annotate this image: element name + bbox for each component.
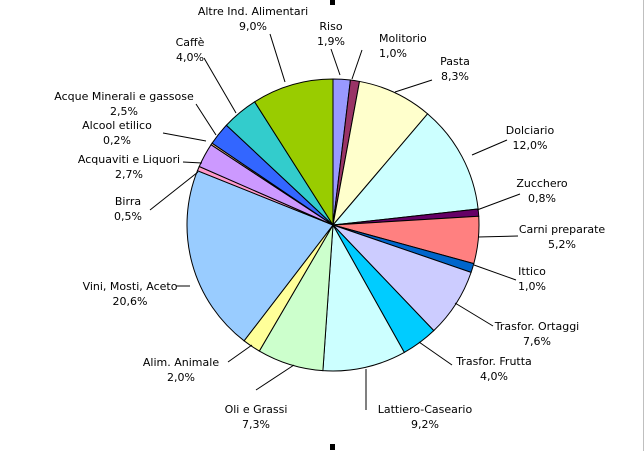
slice-value-oli-e-grassi: 7,3% xyxy=(242,418,270,431)
leader-line-alcool-etilico xyxy=(162,132,207,142)
slice-value-molitorio: 1,0% xyxy=(379,47,407,60)
slice-label-oli-e-grassi: Oli e Grassi xyxy=(225,403,288,416)
leader-line-ittico xyxy=(473,264,517,281)
leader-line-pasta xyxy=(394,79,433,93)
slice-label-zucchero: Zucchero xyxy=(516,177,568,190)
leader-line-zucchero xyxy=(476,193,521,211)
bottom-frame-mark xyxy=(330,444,335,450)
leader-line-dolciario xyxy=(471,139,508,156)
leader-line-birra xyxy=(149,171,199,211)
slice-label-trasfor-frutta: Trasfor. Frutta xyxy=(455,355,532,368)
leader-line-altre-ind-alimentari xyxy=(269,33,286,83)
slice-label-pasta: Pasta xyxy=(440,55,470,68)
slice-value-lattiero-caseario: 9,2% xyxy=(411,418,439,431)
pie-slice-vini-mosti-aceto xyxy=(186,170,334,342)
slice-label-alcool-etilico: Alcool etilico xyxy=(82,119,152,132)
slice-label-alim-animale: Alim. Animale xyxy=(143,356,219,369)
slice-label-riso: Riso xyxy=(319,20,342,33)
slice-value-ittico: 1,0% xyxy=(518,280,546,293)
slice-value-zucchero: 0,8% xyxy=(528,192,556,205)
slice-value-alcool-etilico: 0,2% xyxy=(103,134,131,147)
slice-value-carni-preparate: 5,2% xyxy=(548,238,576,251)
slice-label-molitorio: Molitorio xyxy=(379,32,427,45)
leader-lines xyxy=(149,33,521,410)
slice-value-trasfor-frutta: 4,0% xyxy=(480,370,508,383)
leader-line-carni-preparate xyxy=(477,235,519,238)
leader-line-alim-animale xyxy=(227,344,253,363)
slice-value-pasta: 8,3% xyxy=(441,70,469,83)
slice-label-acquaviti-e-liquori: Acquaviti e Liquori xyxy=(78,153,180,166)
slice-value-dolciario: 12,0% xyxy=(513,139,548,152)
slice-label-caffe: Caffè xyxy=(176,36,205,49)
slice-value-birra: 0,5% xyxy=(114,210,142,223)
leader-line-oli-e-grassi xyxy=(255,364,295,391)
slice-label-lattiero-caseario: Lattiero-Caseario xyxy=(378,403,473,416)
slice-value-altre-ind-alimentari: 9,0% xyxy=(239,20,267,33)
pie-slices xyxy=(186,78,480,372)
slice-value-alim-animale: 2,0% xyxy=(167,371,195,384)
pie-slice-dolciario xyxy=(331,113,479,226)
leader-line-acque-minerali-e-gassose xyxy=(195,103,217,136)
slice-label-birra: Birra xyxy=(115,195,141,208)
leader-line-riso xyxy=(330,48,341,76)
pie-slice-lattiero-caseario xyxy=(322,223,405,372)
slice-label-carni-preparate: Carni preparate xyxy=(519,223,606,236)
slice-value-trasfor-ortaggi: 7,6% xyxy=(523,335,551,348)
slice-labels: Riso 1,9% Molitorio 1,0% Pasta 8,3% Dolciario 1… xyxy=(54,5,605,431)
slice-label-dolciario: Dolciario xyxy=(506,124,555,137)
slice-value-vini-mosti-aceto: 20,6% xyxy=(113,295,148,308)
pie-slice-altre-ind-alimentari xyxy=(253,78,334,227)
leader-line-caffe xyxy=(203,57,237,114)
leader-line-molitorio xyxy=(351,49,363,80)
leader-line-trasfor-frutta xyxy=(418,341,453,366)
slice-label-altre-ind-alimentari: Altre Ind. Alimentari xyxy=(198,5,308,18)
slice-value-caffe: 4,0% xyxy=(176,51,204,64)
slice-label-vini-mosti-aceto: Vini, Mosti, Aceto xyxy=(83,280,178,293)
slice-label-acque-minerali-e-gassose: Acque Minerali e gassose xyxy=(54,90,194,103)
leader-line-acquaviti-e-liquori xyxy=(182,161,203,164)
slice-label-ittico: Ittico xyxy=(518,265,546,278)
top-frame-mark xyxy=(330,0,335,5)
slice-label-trasfor-ortaggi: Trasfor. Ortaggi xyxy=(494,320,579,333)
slice-value-acque-minerali-e-gassose: 2,5% xyxy=(110,105,138,118)
slice-value-acquaviti-e-liquori: 2,7% xyxy=(115,168,143,181)
leader-line-trasfor-ortaggi xyxy=(454,302,494,327)
slice-value-riso: 1,9% xyxy=(317,35,345,48)
